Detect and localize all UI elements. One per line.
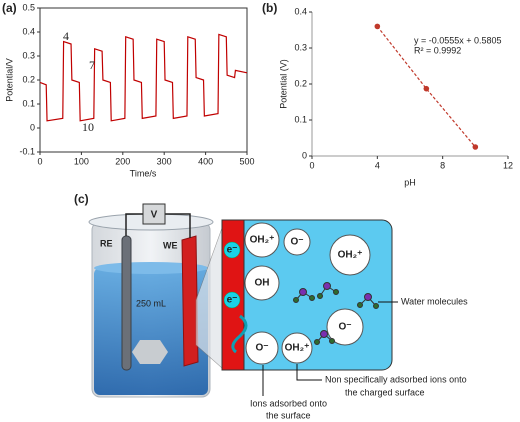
ion — [283, 228, 311, 256]
y-tick-label: 0.3 — [22, 50, 35, 60]
y-tick-label: 0 — [30, 122, 35, 132]
y-tick-label: 0 — [302, 150, 307, 160]
y-tick-label: 0.4 — [294, 6, 307, 16]
ion-label: O⁻ — [338, 322, 351, 333]
y-tick-label: 0.2 — [294, 78, 307, 88]
wire — [165, 213, 191, 238]
electrode-label: RE — [100, 238, 113, 248]
ion-label: OH₂⁺ — [285, 343, 310, 354]
x-tick-label: 300 — [157, 156, 172, 166]
ion — [244, 222, 280, 258]
beaker-volume: 250 mL — [136, 298, 166, 308]
x-tick-label: 200 — [115, 156, 130, 166]
x-axis-label: Time/s — [130, 168, 157, 178]
voltmeter — [142, 203, 166, 225]
x-tick-label: 500 — [239, 156, 254, 166]
callout-label: Non specifically adsorbed ions onto — [325, 374, 467, 384]
ion — [244, 265, 280, 301]
annotation: 10 — [82, 120, 94, 134]
x-tick-label: 0 — [309, 160, 314, 170]
x-tick-label: 0 — [37, 156, 42, 166]
ions: OH₂⁺ O⁻ OH₂⁺ OH O⁻ O⁻ OH₂⁺ — [244, 222, 371, 365]
panel-label: (b) — [262, 1, 277, 15]
ion-label: O⁻ — [290, 237, 303, 248]
y-axis-label: Potential/V — [4, 58, 14, 102]
stir-bar — [132, 340, 168, 364]
data-point — [472, 144, 479, 150]
ion — [326, 308, 364, 346]
ion — [281, 332, 313, 364]
annotation: 7 — [89, 58, 95, 72]
diagram: V RE WE 250 mL e⁻ e⁻ OH₂⁺ O⁻OH₂⁺OHO⁻O⁻ OH₂… — [88, 203, 468, 420]
voltmeter-label: V — [151, 210, 158, 221]
callout-label: Ions adsorbed onto — [250, 398, 327, 408]
electron-label: e⁻ — [227, 245, 238, 256]
y-tick-label: 0.2 — [22, 74, 35, 84]
ion-label: O⁻ — [255, 343, 268, 354]
ion-label: OH₂⁺ — [250, 235, 275, 246]
annotation: 4 — [63, 29, 69, 43]
data-line — [39, 33, 248, 122]
annotation: R² = 0.9992 — [414, 45, 461, 55]
y-tick-label: 0.3 — [294, 42, 307, 52]
ion — [245, 331, 279, 365]
x-tick-label: 100 — [74, 156, 89, 166]
leader-line — [296, 364, 322, 381]
callout-label: the charged surface — [345, 387, 425, 397]
x-axis-label: pH — [404, 177, 416, 187]
y-tick-label: -0.1 — [19, 146, 35, 156]
x-tick-label: 400 — [198, 156, 213, 166]
wire — [125, 213, 143, 236]
annotation: y = -0.0555x + 0.5805 — [414, 35, 502, 45]
electron — [223, 241, 241, 259]
ion — [329, 234, 371, 276]
panel-label: (c) — [74, 192, 89, 206]
callout-label: Water molecules — [401, 296, 468, 306]
x-tick-label: 12 — [503, 160, 513, 170]
electrode-label: WE — [163, 240, 178, 250]
y-tick-label: 0.1 — [294, 114, 307, 124]
reference-electrode — [121, 235, 132, 371]
y-tick-label: 0.1 — [22, 98, 35, 108]
electron-flow — [231, 314, 248, 354]
electron — [223, 291, 241, 309]
data-point — [374, 23, 381, 30]
ion-label: OH — [255, 278, 270, 289]
x-tick-label: 4 — [375, 160, 380, 170]
y-axis-label: Potential (V) — [278, 59, 288, 109]
trend-line — [376, 26, 476, 148]
x-tick-label: 8 — [440, 160, 445, 170]
working-electrode — [181, 235, 199, 367]
panel-label: (a) — [2, 1, 17, 15]
ion-label: OH₂⁺ — [338, 250, 363, 261]
water-molecules — [293, 282, 379, 345]
electron-label: e⁻ — [227, 295, 238, 306]
y-tick-label: 0.5 — [22, 2, 35, 12]
data-point — [423, 85, 430, 92]
plot-frame — [39, 7, 248, 153]
callout-label: the surface — [266, 410, 311, 420]
y-tick-label: 0.4 — [22, 26, 35, 36]
